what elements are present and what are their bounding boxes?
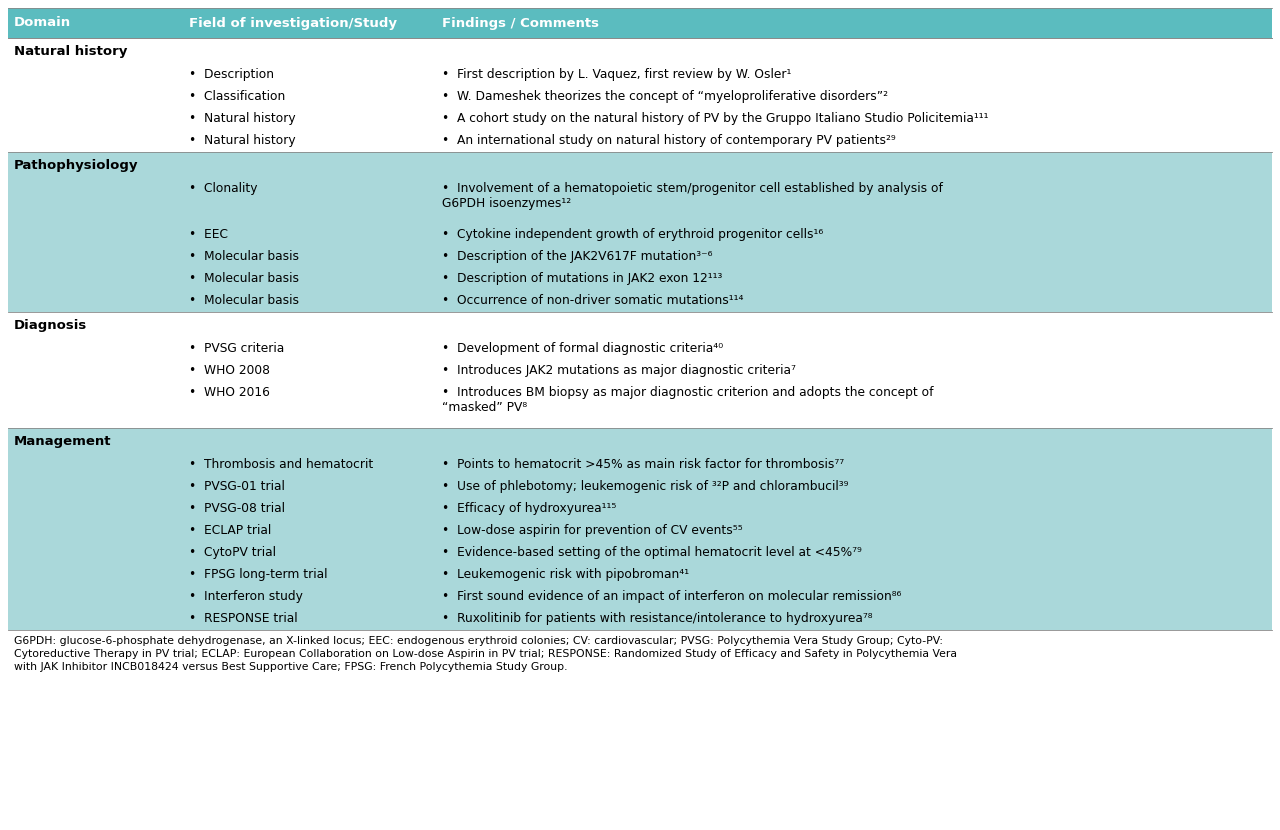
Text: •  First sound evidence of an impact of interferon on molecular remission⁸⁶: • First sound evidence of an impact of i… bbox=[442, 590, 901, 603]
Text: •  Leukemogenic risk with pipobroman⁴¹: • Leukemogenic risk with pipobroman⁴¹ bbox=[442, 568, 689, 581]
Text: •  Low-dose aspirin for prevention of CV events⁵⁵: • Low-dose aspirin for prevention of CV … bbox=[442, 524, 742, 537]
Text: •  First description by L. Vaquez, first review by W. Osler¹: • First description by L. Vaquez, first … bbox=[442, 68, 791, 81]
Text: •  Use of phlebotomy; leukemogenic risk of ³²P and chlorambucil³⁹: • Use of phlebotomy; leukemogenic risk o… bbox=[442, 480, 849, 493]
Text: Management: Management bbox=[14, 434, 111, 447]
Text: •  Interferon study: • Interferon study bbox=[189, 590, 303, 603]
Text: •  Occurrence of non-driver somatic mutations¹¹⁴: • Occurrence of non-driver somatic mutat… bbox=[442, 294, 744, 307]
Text: •  PVSG criteria: • PVSG criteria bbox=[189, 342, 284, 355]
Text: •  W. Dameshek theorizes the concept of “myeloproliferative disorders”²: • W. Dameshek theorizes the concept of “… bbox=[442, 90, 888, 103]
Bar bbox=[8, 8, 1272, 38]
Text: •  Cytokine independent growth of erythroid progenitor cells¹⁶: • Cytokine independent growth of erythro… bbox=[442, 228, 823, 241]
Text: •  RESPONSE trial: • RESPONSE trial bbox=[189, 612, 298, 625]
Text: •  PVSG-01 trial: • PVSG-01 trial bbox=[189, 480, 285, 493]
Text: •  Natural history: • Natural history bbox=[189, 112, 296, 125]
Bar bbox=[8, 312, 1272, 428]
Text: •  Development of formal diagnostic criteria⁴⁰: • Development of formal diagnostic crite… bbox=[442, 342, 723, 355]
Text: •  Introduces JAK2 mutations as major diagnostic criteria⁷: • Introduces JAK2 mutations as major dia… bbox=[442, 364, 796, 377]
Text: •  ECLAP trial: • ECLAP trial bbox=[189, 524, 271, 537]
Text: •  Points to hematocrit >45% as main risk factor for thrombosis⁷⁷: • Points to hematocrit >45% as main risk… bbox=[442, 458, 844, 471]
Text: •  Classification: • Classification bbox=[189, 90, 285, 103]
Text: •  Evidence-based setting of the optimal hematocrit level at <45%⁷⁹: • Evidence-based setting of the optimal … bbox=[442, 546, 861, 559]
Text: •  EEC: • EEC bbox=[189, 228, 228, 241]
Text: Findings / Comments: Findings / Comments bbox=[442, 17, 599, 30]
Text: •  Molecular basis: • Molecular basis bbox=[189, 272, 300, 285]
Text: •  Involvement of a hematopoietic stem/progenitor cell established by analysis o: • Involvement of a hematopoietic stem/pr… bbox=[442, 182, 943, 210]
Text: •  FPSG long-term trial: • FPSG long-term trial bbox=[189, 568, 328, 581]
Text: G6PDH: glucose-6-phosphate dehydrogenase, an X-linked locus; EEC: endogenous ery: G6PDH: glucose-6-phosphate dehydrogenase… bbox=[14, 636, 943, 646]
Text: •  Description of the JAK2V617F mutation³⁻⁶: • Description of the JAK2V617F mutation³… bbox=[442, 250, 713, 263]
Bar bbox=[8, 152, 1272, 312]
Text: •  Ruxolitinib for patients with resistance/intolerance to hydroxyurea⁷⁸: • Ruxolitinib for patients with resistan… bbox=[442, 612, 873, 625]
Text: Field of investigation/Study: Field of investigation/Study bbox=[189, 17, 397, 30]
Bar bbox=[8, 428, 1272, 630]
Text: •  Description: • Description bbox=[189, 68, 274, 81]
Text: •  Introduces BM biopsy as major diagnostic criterion and adopts the concept of
: • Introduces BM biopsy as major diagnost… bbox=[442, 386, 933, 414]
Text: •  Efficacy of hydroxyurea¹¹⁵: • Efficacy of hydroxyurea¹¹⁵ bbox=[442, 502, 617, 515]
Text: •  WHO 2008: • WHO 2008 bbox=[189, 364, 270, 377]
Text: Diagnosis: Diagnosis bbox=[14, 319, 87, 331]
Text: •  Molecular basis: • Molecular basis bbox=[189, 294, 300, 307]
Text: •  Natural history: • Natural history bbox=[189, 134, 296, 147]
Text: •  An international study on natural history of contemporary PV patients²⁹: • An international study on natural hist… bbox=[442, 134, 896, 147]
Text: •  Thrombosis and hematocrit: • Thrombosis and hematocrit bbox=[189, 458, 374, 471]
Text: Pathophysiology: Pathophysiology bbox=[14, 159, 138, 172]
Text: with JAK Inhibitor INCB018424 versus Best Supportive Care; FPSG: French Polycyth: with JAK Inhibitor INCB018424 versus Bes… bbox=[14, 662, 567, 672]
Text: •  Molecular basis: • Molecular basis bbox=[189, 250, 300, 263]
Text: •  PVSG-08 trial: • PVSG-08 trial bbox=[189, 502, 285, 515]
Text: •  WHO 2016: • WHO 2016 bbox=[189, 386, 270, 399]
Bar bbox=[8, 38, 1272, 152]
Text: Cytoreductive Therapy in PV trial; ECLAP: European Collaboration on Low-dose Asp: Cytoreductive Therapy in PV trial; ECLAP… bbox=[14, 649, 957, 659]
Text: •  A cohort study on the natural history of PV by the Gruppo Italiano Studio Pol: • A cohort study on the natural history … bbox=[442, 112, 988, 125]
Text: •  Clonality: • Clonality bbox=[189, 182, 257, 195]
Text: Natural history: Natural history bbox=[14, 45, 128, 57]
Text: •  Description of mutations in JAK2 exon 12¹¹³: • Description of mutations in JAK2 exon … bbox=[442, 272, 722, 285]
Text: Domain: Domain bbox=[14, 17, 72, 30]
Text: •  CytoPV trial: • CytoPV trial bbox=[189, 546, 276, 559]
